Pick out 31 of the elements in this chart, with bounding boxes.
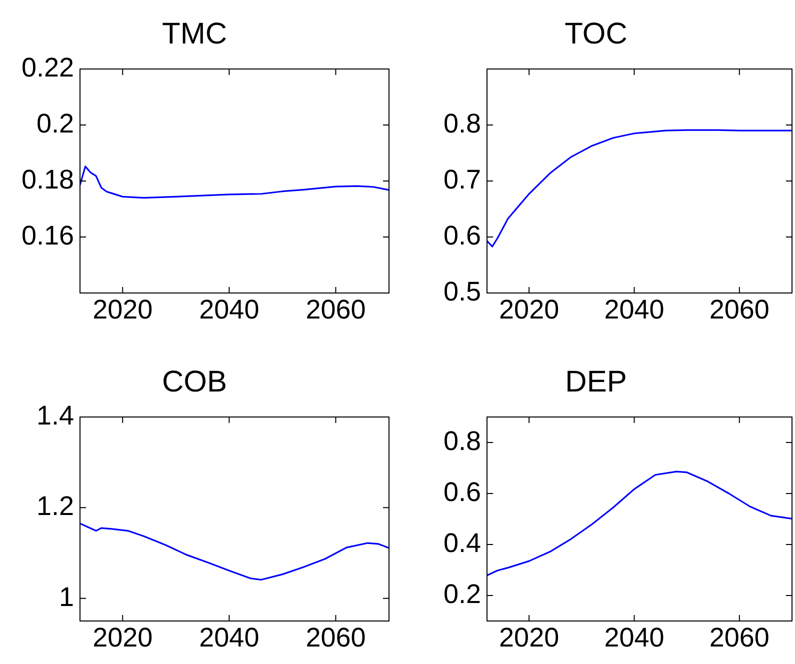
y-tick-label: 1 xyxy=(58,582,74,612)
x-tick-label: 2060 xyxy=(306,622,366,653)
chart-title: DEP xyxy=(565,365,627,398)
x-tick-label: 2020 xyxy=(499,622,560,653)
x-tick-label: 2060 xyxy=(709,294,770,325)
x-tick-label: 2040 xyxy=(199,622,260,653)
y-tick-label: 0.6 xyxy=(443,220,481,250)
y-tick-label: 1.2 xyxy=(36,491,74,522)
x-tick-label: 2040 xyxy=(604,294,664,325)
x-tick-label: 2060 xyxy=(709,622,770,653)
y-tick-label: 0.18 xyxy=(21,164,74,194)
x-tick-label: 2060 xyxy=(306,294,366,325)
y-tick-label: 0.22 xyxy=(21,52,74,82)
y-tick-label: 0.16 xyxy=(21,220,74,250)
y-tick-label: 1.4 xyxy=(36,400,74,430)
y-tick-label: 0.4 xyxy=(443,528,481,558)
x-tick-label: 2020 xyxy=(499,294,560,325)
y-tick-label: 0.8 xyxy=(443,108,481,138)
chart-title: TMC xyxy=(162,17,227,50)
chart-title: TOC xyxy=(564,17,628,50)
x-tick-label: 2020 xyxy=(92,294,153,325)
x-tick-label: 2040 xyxy=(199,294,260,325)
chart-title: COB xyxy=(162,365,228,398)
y-tick-label: 0.6 xyxy=(443,476,481,507)
y-tick-label: 0.5 xyxy=(443,276,481,306)
x-tick-label: 2020 xyxy=(92,622,153,653)
y-tick-label: 0.7 xyxy=(443,164,481,194)
y-tick-label: 0.8 xyxy=(443,426,481,456)
x-tick-label: 2040 xyxy=(604,622,664,653)
y-tick-label: 0.2 xyxy=(36,108,74,138)
y-tick-label: 0.2 xyxy=(443,578,481,609)
